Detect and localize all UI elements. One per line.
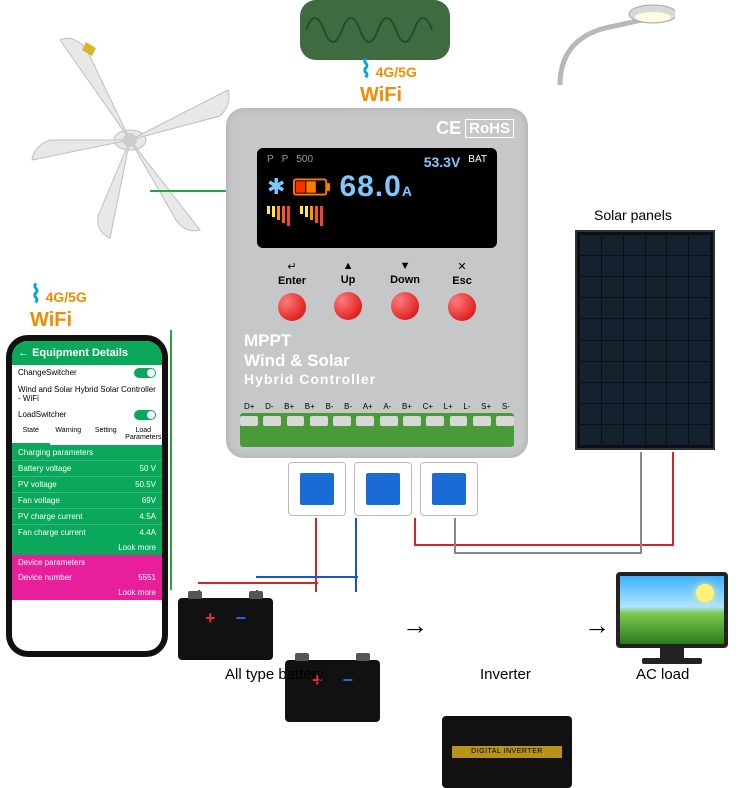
solar-panel-label: Solar panels [594, 207, 672, 223]
monitor-base [642, 658, 702, 664]
gauge-icon [300, 206, 323, 226]
wire [454, 552, 642, 554]
wifi-badge-top: ⌇ 4G/5G WiFi [360, 55, 417, 107]
up-button[interactable]: ▲ Up [334, 260, 362, 321]
look-more-link[interactable]: Look more [12, 540, 162, 555]
param-row: Fan voltage69V [12, 492, 162, 508]
wire [256, 576, 358, 578]
terminal-block: D+D- B+B+ B-B- A+A- B+C+ L+L- S+S- [240, 402, 514, 448]
inverter-label: Inverter [480, 666, 531, 683]
param-row: PV charge current4.5A [12, 508, 162, 524]
battery-icon [293, 176, 331, 198]
monitor-label: AC load [636, 666, 689, 683]
wire [170, 330, 172, 590]
inverter: DIGITAL INVERTER [442, 716, 572, 788]
device-subtitle: Wind and Solar Hybrid Solar Controller -… [12, 381, 162, 407]
param-row: Battery voltage50 V [12, 460, 162, 476]
esc-button[interactable]: ✕ Esc [448, 260, 476, 321]
param-row: Fan charge current4.4A [12, 524, 162, 540]
wire [198, 582, 318, 584]
street-lamp [555, 0, 675, 80]
wifi-icon: ⌇ [30, 281, 42, 308]
wire [640, 452, 642, 554]
wifi-badge-left: ⌇ 4G/5G WiFi [30, 280, 87, 332]
arrow-icon: → [402, 610, 428, 641]
breaker[interactable] [354, 462, 412, 516]
charge-switcher-toggle[interactable]: ChangeSwitcher [12, 365, 162, 381]
tab-state[interactable]: State [12, 423, 50, 445]
breaker[interactable] [420, 462, 478, 516]
controller-buttons: ↵ Enter ▲ Up ▼ Down ✕ Esc [226, 260, 528, 321]
param-row: Device number5551 [12, 570, 162, 585]
monitor [616, 572, 728, 648]
tab-setting[interactable]: Setting [87, 423, 125, 445]
sun-icon [696, 584, 714, 602]
look-more-link[interactable]: Look more [12, 585, 162, 600]
param-row: PV voltage50.5V [12, 476, 162, 492]
monitor-stand [660, 648, 684, 658]
phone: ← Equipment Details ChangeSwitcher Wind … [6, 335, 168, 657]
charging-params-header: Charging parameters [12, 445, 162, 460]
rohs-mark: RoHS [465, 119, 514, 138]
down-button[interactable]: ▼ Down [390, 260, 420, 321]
phone-tabs: State Warning Setting Load Parameters [12, 423, 162, 445]
wire [355, 518, 357, 592]
wire [414, 518, 416, 546]
wind-turbine [20, 20, 240, 240]
circuit-breakers [288, 462, 478, 516]
controller-title-1: MPPT [244, 331, 510, 351]
tab-warning[interactable]: Warning [50, 423, 88, 445]
app-header: ← Equipment Details [12, 341, 162, 365]
wire [150, 190, 226, 192]
wire [414, 544, 674, 546]
ce-mark: CE [436, 118, 461, 139]
battery-label: All type battery [225, 666, 324, 683]
wire [672, 452, 674, 546]
wire [315, 518, 317, 592]
controller-title-3: Hybrid Controller [244, 371, 510, 387]
dump-load-resistor [300, 0, 450, 60]
breaker[interactable] [288, 462, 346, 516]
solar-panel [575, 230, 715, 450]
snowflake-icon: ✱ [267, 174, 285, 200]
gauge-icon [267, 206, 290, 226]
battery: + − [178, 598, 273, 660]
wifi-icon: ⌇ [360, 56, 372, 83]
controller-lcd: P P 500 53.3V BAT ✱ 68.0A [257, 148, 497, 248]
arrow-icon: → [584, 610, 610, 641]
wire [454, 518, 456, 554]
load-switcher-toggle[interactable]: LoadSwitcher [12, 407, 162, 423]
tab-load[interactable]: Load Parameters [125, 423, 163, 445]
enter-button[interactable]: ↵ Enter [278, 260, 306, 321]
hybrid-controller: CE RoHS P P 500 53.3V BAT ✱ 68.0A ↵ [226, 108, 528, 458]
controller-title-2: Wind & Solar [244, 351, 510, 371]
device-params-header: Device parameters [12, 555, 162, 570]
phone-screen[interactable]: ← Equipment Details ChangeSwitcher Wind … [12, 341, 162, 651]
